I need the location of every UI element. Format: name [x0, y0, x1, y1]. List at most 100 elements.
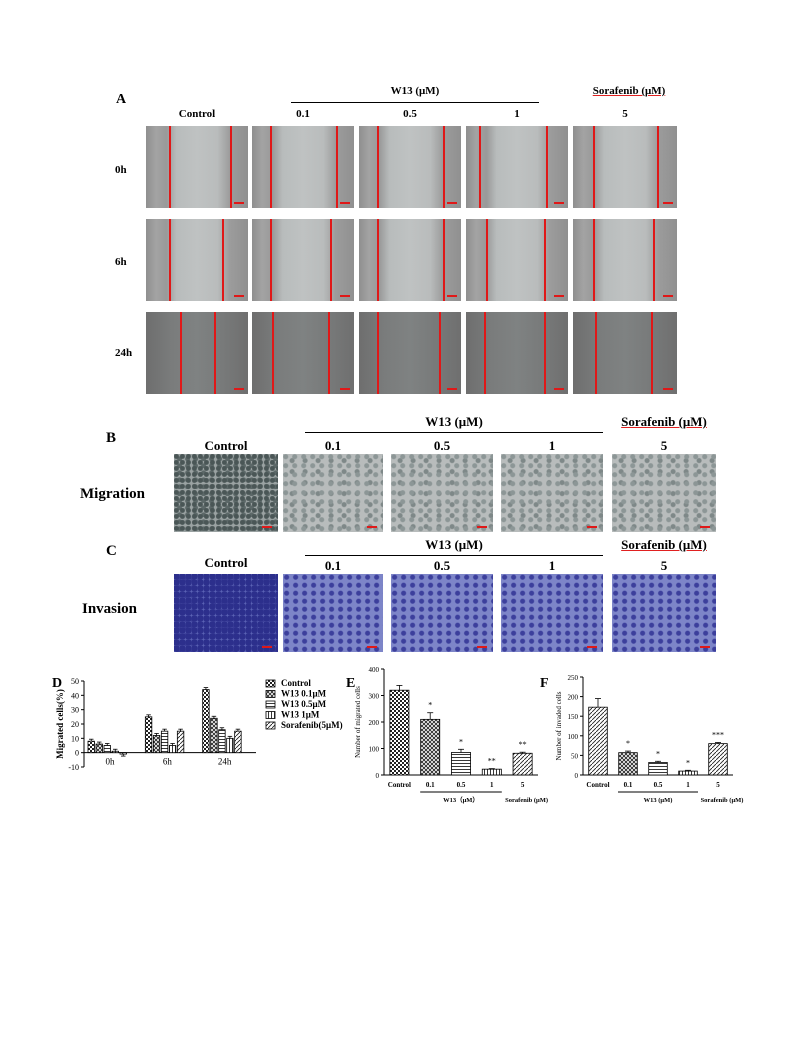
migration-image-control: [174, 454, 278, 532]
chart-e-x-tick-label: 1: [490, 781, 494, 789]
chart-e-x-tick-label: Control: [388, 781, 411, 789]
chart-d-y-tick-label: 20: [71, 720, 79, 729]
chart-f-y-tick-label: 250: [568, 674, 579, 682]
panel-a-row-6h: 6h: [115, 256, 127, 268]
panel-c-conc-3: 5: [660, 558, 668, 573]
panel-b-w13-underline: [305, 432, 603, 433]
chart-e-bar: [451, 752, 471, 776]
chart-d-bar: [234, 730, 242, 754]
chart-e-y-label: Number of migrated cells: [354, 686, 362, 758]
chart-d-y-tick-label: 30: [71, 706, 79, 715]
chart-e-x-tick-label: 0.1: [426, 781, 435, 789]
chart-d-bar: [218, 729, 226, 754]
chart-e-significance: **: [519, 740, 527, 749]
panel-c-sorafenib-header: Sorafenib (μM): [621, 537, 707, 552]
invasion-image-w13-0.1: [283, 574, 383, 652]
chart-f-x-tick-label: Control: [586, 781, 609, 789]
panel-c-w13-underline: [305, 555, 603, 556]
panel-b-letter: B: [106, 430, 117, 446]
chart-d-y-tick-label: 0: [75, 749, 79, 758]
panel-a-control-label: Control: [178, 108, 216, 120]
scratch-image-w13-1-6h: [466, 219, 568, 301]
panel-b-control-label: Control: [204, 438, 248, 453]
panel-b-conc-3: 5: [660, 438, 668, 453]
chart-e-significance: **: [488, 757, 496, 766]
panel-a-conc-3: 5: [622, 108, 628, 120]
chart-f-w13-group-label: W13 (μM): [644, 797, 673, 804]
panel-a-w13-underline: [291, 102, 539, 103]
chart-d-bar: [144, 716, 153, 754]
panel-b-row-migration: Migration: [80, 486, 145, 502]
scratch-image-sorafenib-5-24h: [573, 312, 677, 394]
chart-d-legend-label: W13 0.1μM: [281, 689, 327, 699]
chart-d-bar: [87, 740, 95, 754]
scratch-image-w13-0.1-24h: [252, 312, 354, 394]
chart-e-bar: [420, 718, 441, 776]
scratch-image-control-24h: [146, 312, 248, 394]
chart-d-legend-swatch: [265, 721, 276, 730]
scratch-image-w13-0.5-6h: [359, 219, 461, 301]
chart-e-bar: [512, 752, 533, 776]
chart-e-x-tick-label: 0.5: [457, 781, 466, 789]
chart-e-y-tick-label: 300: [369, 693, 380, 701]
invasion-image-control: [174, 574, 278, 652]
panel-a-sorafenib-header: Sorafenib (μM): [592, 85, 666, 97]
chart-f-x-tick-label: 0.5: [654, 781, 663, 789]
chart-f-significance: *: [626, 739, 630, 748]
chart-f-sorafenib-group-label: Sorafenib (μM): [701, 797, 744, 804]
scratch-image-w13-1-24h: [466, 312, 568, 394]
panel-b-conc-0: 0.1: [324, 438, 342, 453]
chart-f-x-tick-label: 1: [686, 781, 690, 789]
invasion-image-sorafenib-5: [612, 574, 716, 652]
panel-d-letter: D: [52, 676, 63, 691]
chart-d-bar: [152, 735, 161, 754]
scratch-image-control-0h: [146, 126, 248, 208]
panel-a-w13-header: W13 (μM): [390, 85, 440, 97]
chart-d-bar: [226, 737, 234, 754]
chart-f-bar: [618, 752, 638, 776]
migration-image-sorafenib-5: [612, 454, 716, 532]
chart-d-bar: [95, 743, 103, 754]
panel-e-letter: E: [346, 676, 356, 691]
panel-a-row-24h: 24h: [115, 347, 133, 359]
chart-f-bar: [708, 743, 728, 776]
chart-d-bar: [103, 745, 111, 754]
chart-d-y-tick-label: 40: [71, 691, 79, 700]
chart-d-legend-label: W13 1μM: [281, 710, 320, 720]
chart-d-bar: [111, 750, 119, 754]
panel-c-conc-0: 0.1: [324, 558, 342, 573]
panel-b-conc-2: 1: [548, 438, 556, 453]
chart-d-bar: [202, 689, 210, 754]
chart-f-x-tick-label: 5: [716, 781, 720, 789]
chart-e-y-tick-label: 100: [369, 746, 380, 754]
chart-f-y-tick-label: 50: [571, 752, 579, 760]
chart-d-y-tick-label: 10: [71, 734, 79, 743]
chart-f-y-tick-label: 150: [568, 713, 579, 721]
invasion-image-w13-0.5: [391, 574, 493, 652]
panel-f-letter: F: [540, 676, 549, 691]
chart-d-legend-swatch: [265, 679, 276, 688]
chart-d-y-tick-label: 50: [71, 677, 79, 686]
panel-a-conc-1: 0.5: [403, 108, 417, 120]
panel-c-conc-1: 0.5: [433, 558, 451, 573]
chart-d-x-tick-label: 24h: [218, 757, 232, 767]
chart-e-sorafenib-group-label: Sorafenib (μM): [505, 797, 548, 804]
chart-f: 250 200 150 100 50 0 Number of invaded cells Co…: [555, 674, 743, 804]
scratch-image-w13-0.5-24h: [359, 312, 461, 394]
panel-a-conc-0: 0.1: [296, 108, 310, 120]
chart-f-significance: ***: [712, 730, 724, 739]
panel-b-conc-1: 0.5: [433, 438, 451, 453]
panel-c-row-invasion: Invasion: [82, 601, 138, 617]
chart-f-significance: *: [656, 749, 660, 758]
chart-d-legend-label: W13 0.5μM: [281, 699, 327, 709]
chart-f-y-tick-label: 0: [575, 772, 579, 780]
chart-f-bar: [588, 706, 608, 776]
chart-f-x-tick-label: 0.1: [624, 781, 633, 789]
chart-d-legend-swatch: [265, 711, 276, 719]
chart-d-legend-swatch: [265, 700, 276, 709]
panel-c-conc-2: 1: [548, 558, 556, 573]
chart-e-y-tick-label: 400: [369, 666, 380, 674]
scratch-image-w13-0.1-0h: [252, 126, 354, 208]
panel-b-sorafenib-header: Sorafenib (μM): [621, 414, 707, 429]
